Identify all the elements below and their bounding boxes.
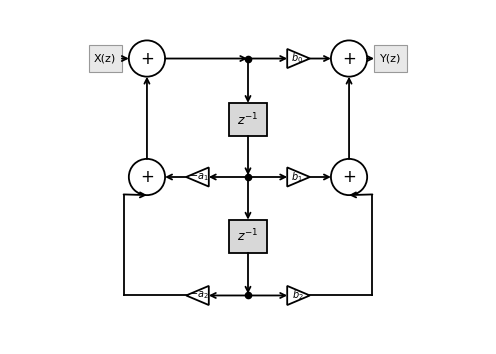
FancyBboxPatch shape (374, 45, 407, 72)
Text: $b_1$: $b_1$ (292, 170, 303, 184)
Text: $z^{-1}$: $z^{-1}$ (238, 111, 258, 128)
Text: +: + (140, 50, 154, 68)
Text: +: + (140, 168, 154, 186)
Text: Y(z): Y(z) (380, 53, 402, 63)
FancyBboxPatch shape (229, 220, 267, 253)
Text: $z^{-1}$: $z^{-1}$ (238, 228, 258, 245)
Text: +: + (342, 168, 356, 186)
Text: $-a_1$: $-a_1$ (189, 171, 208, 183)
Text: X(z): X(z) (94, 53, 116, 63)
Text: +: + (342, 50, 356, 68)
FancyBboxPatch shape (89, 45, 122, 72)
Text: $-a_2$: $-a_2$ (189, 290, 208, 301)
FancyBboxPatch shape (229, 103, 267, 136)
Text: $b_2$: $b_2$ (292, 289, 303, 302)
Text: $b_0$: $b_0$ (291, 52, 304, 65)
